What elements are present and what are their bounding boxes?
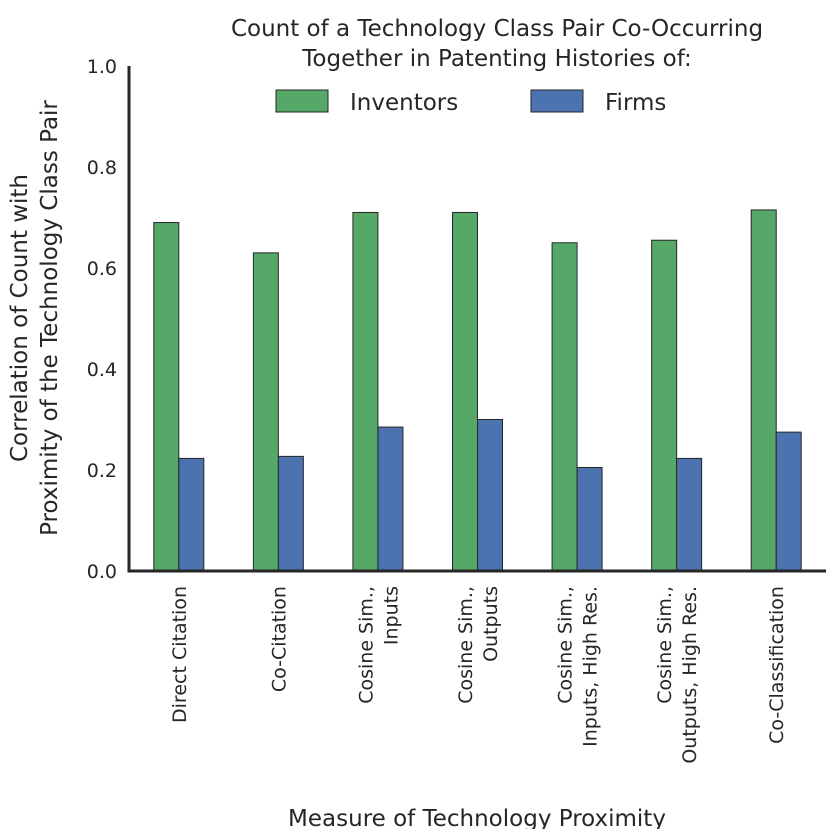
x-category-label: Cosine Sim., bbox=[555, 586, 577, 704]
bar-inventors-2 bbox=[352, 211, 379, 572]
legend: Inventors Firms bbox=[275, 89, 666, 116]
legend-swatch-firms bbox=[530, 89, 584, 113]
y-tick-label: 0.2 bbox=[87, 460, 117, 482]
y-tick-label: 0.0 bbox=[87, 561, 117, 583]
bars bbox=[153, 209, 802, 572]
bar-firms-6 bbox=[775, 431, 802, 572]
bar-firms-2 bbox=[377, 426, 404, 572]
bar-firms-0 bbox=[178, 457, 205, 572]
chart-title-line: Count of a Technology Class Pair Co-Occu… bbox=[231, 16, 763, 42]
bar-inventors-0 bbox=[153, 222, 180, 572]
x-category-label: Co-Citation bbox=[268, 586, 290, 692]
y-tick-label: 0.6 bbox=[87, 258, 117, 280]
bar-firms-4 bbox=[576, 466, 603, 572]
bar-inventors-4 bbox=[551, 242, 578, 572]
legend-swatch-inventors bbox=[275, 89, 329, 113]
y-tick-label: 0.8 bbox=[87, 157, 117, 179]
y-axis-ticks: 0.0 0.2 0.4 0.6 0.8 1.0 bbox=[87, 56, 117, 583]
bar-firms-3 bbox=[477, 419, 503, 572]
x-axis-title: Measure of Technology Proximity bbox=[288, 806, 666, 829]
bar-inventors-6 bbox=[750, 209, 777, 572]
x-category-label: Direct Citation bbox=[169, 586, 191, 723]
x-category-label: Inputs, High Res. bbox=[580, 586, 602, 747]
bar-inventors-5 bbox=[651, 239, 678, 572]
x-axis-categories: Direct Citation Co-Citation Cosine Sim., In… bbox=[169, 586, 788, 764]
y-axis-title-line: Correlation of Count with bbox=[7, 174, 33, 462]
x-category-label: Cosine Sim., bbox=[654, 586, 676, 704]
x-category-label: Inputs bbox=[380, 586, 402, 645]
x-category-label: Outputs, High Res. bbox=[679, 586, 701, 764]
y-axis-title: Correlation of Count with Proximity of th… bbox=[7, 100, 63, 536]
bar-firms-1 bbox=[277, 455, 304, 572]
y-tick-label: 0.4 bbox=[87, 359, 117, 381]
bar-inventors-3 bbox=[452, 211, 478, 572]
legend-label-inventors: Inventors bbox=[350, 90, 458, 116]
legend-label-firms: Firms bbox=[605, 90, 666, 116]
chart-title-line: Together in Patenting Histories of: bbox=[301, 46, 691, 72]
x-category-label: Outputs bbox=[480, 586, 502, 662]
y-tick-label: 1.0 bbox=[87, 56, 117, 78]
axes bbox=[127, 66, 826, 573]
chart-title: Count of a Technology Class Pair Co-Occu… bbox=[231, 16, 763, 72]
x-axis-title: Measure of Technology Proximity bbox=[288, 806, 666, 829]
bar-inventors-1 bbox=[252, 252, 279, 572]
bar-firms-5 bbox=[676, 457, 703, 572]
y-axis-title-line: Proximity of the Technology Class Pair bbox=[37, 100, 63, 536]
x-category-label: Cosine Sim., bbox=[355, 586, 377, 704]
x-category-label: Co-Classification bbox=[766, 586, 788, 744]
x-category-label: Cosine Sim., bbox=[455, 586, 477, 704]
